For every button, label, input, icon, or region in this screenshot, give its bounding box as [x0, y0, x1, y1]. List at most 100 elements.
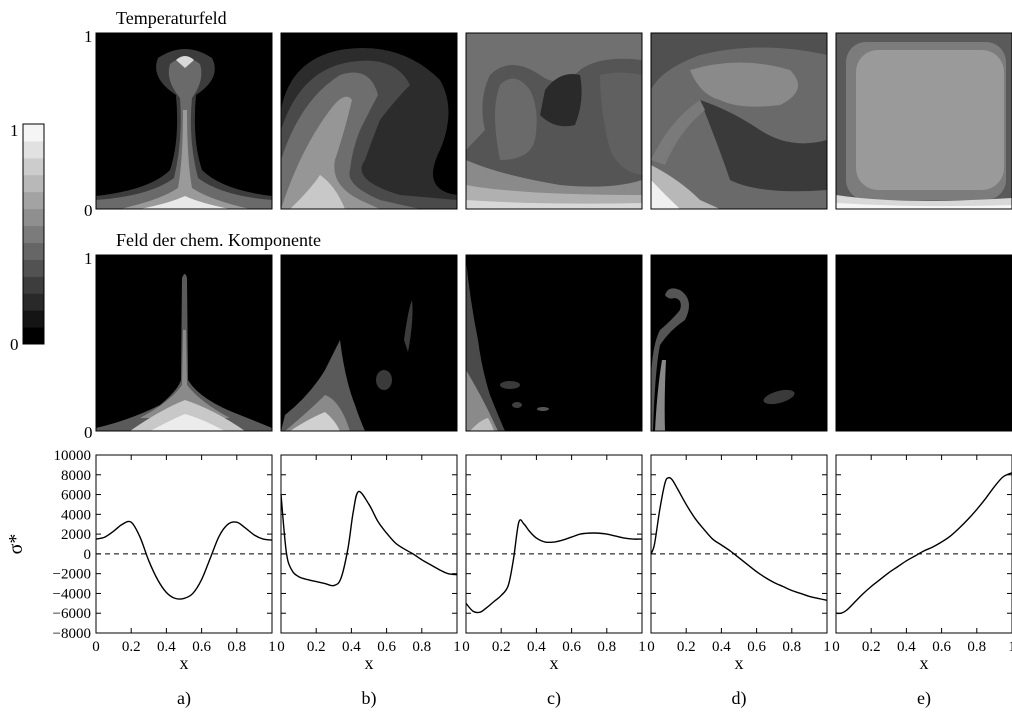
y-tick-label: 4000	[61, 507, 91, 523]
x-tick-label: 0.6	[747, 639, 766, 655]
plot-frame	[280, 454, 458, 634]
x-tick-label: 0.4	[527, 639, 546, 655]
x-tick-label: 0.8	[967, 639, 986, 655]
temperature-panel-c	[466, 33, 642, 209]
chemical-panel-b	[281, 255, 457, 431]
y-tick-label: 6000	[61, 488, 91, 504]
sigma-curve	[650, 476, 828, 602]
panel-label: b)	[362, 688, 377, 709]
x-tick-label: 0.6	[192, 639, 211, 655]
x-tick-label: 1	[268, 639, 276, 655]
x-tick-label: 0.2	[677, 639, 696, 655]
temperature-panel-d	[651, 33, 827, 209]
x-tick-label: 0.2	[122, 639, 141, 655]
colorbar	[22, 123, 45, 345]
temperature-field-title: Temperaturfeld	[116, 8, 227, 28]
x-tick-label: 0.2	[307, 639, 326, 655]
x-tick-label: 0.8	[227, 639, 246, 655]
plot-frame	[835, 454, 1012, 634]
colorbar-level	[23, 174, 44, 193]
x-tick-label: 1	[638, 639, 646, 655]
x-tick-label: 0.2	[492, 639, 511, 655]
panel-label: c)	[547, 688, 561, 709]
plot-frame	[465, 454, 643, 634]
colorbar-level	[23, 191, 44, 210]
sigma-curve	[465, 519, 643, 614]
chemical-panel-a	[96, 255, 272, 431]
line-panel-2: 0 0.2 0.4 0.6 0.8 1 x	[462, 454, 646, 673]
y-axis-label: σ*	[5, 534, 27, 555]
x-axis-label: x	[365, 653, 374, 673]
x-tick-label: 0	[832, 639, 840, 655]
panel-labels: a) b) c) d) e)	[177, 688, 931, 709]
x-tick-label: 0.4	[342, 639, 361, 655]
row1-ytick-bottom: 0	[84, 201, 93, 220]
panel-label: a)	[177, 688, 191, 709]
x-tick-label: 0.8	[597, 639, 616, 655]
plot-frame	[650, 454, 828, 634]
x-tick-label: 0.4	[157, 639, 176, 655]
x-tick-label: 0.8	[412, 639, 431, 655]
y-tick-label: −2000	[53, 567, 91, 583]
colorbar-frame	[22, 123, 45, 345]
x-tick-label: 0.6	[932, 639, 951, 655]
x-axis-label: x	[735, 653, 744, 673]
colorbar-level	[23, 259, 44, 277]
x-axis-label: x	[180, 653, 189, 673]
x-tick-label: 1	[1008, 639, 1012, 655]
y-tick-label: 8000	[61, 468, 91, 484]
x-tick-label: 1	[823, 639, 831, 655]
colorbar-level	[23, 242, 44, 260]
x-tick-label: 1	[453, 639, 461, 655]
sigma-curve	[280, 490, 458, 587]
y-tick-label: −6000	[53, 606, 91, 622]
chemical-panel-d	[651, 255, 827, 431]
temperature-panel-e	[836, 33, 1012, 209]
x-tick-label: 0.4	[712, 639, 731, 655]
x-tick-label: 0	[92, 639, 100, 655]
colorbar-level	[23, 225, 44, 243]
colorbar-bottom-label: 0	[10, 335, 19, 354]
x-tick-label: 0.4	[897, 639, 916, 655]
y-tick-label: 2000	[61, 527, 91, 543]
colorbar-level	[23, 310, 44, 328]
plot-frame	[95, 454, 273, 634]
x-tick-label: 0	[647, 639, 655, 655]
colorbar-level	[23, 157, 44, 176]
y-tick-label: −4000	[53, 586, 91, 602]
chemical-panel-e	[836, 255, 1012, 431]
line-panel-4: 0 0.2 0.4 0.6 0.8 1 x	[832, 454, 1012, 673]
x-tick-label: 0.6	[562, 639, 581, 655]
x-tick-label: 0	[277, 639, 285, 655]
panel-label: d)	[732, 688, 747, 709]
colorbar-level	[23, 124, 44, 142]
row1-ytick-top: 1	[84, 27, 93, 46]
line-panel-1: 0 0.2 0.4 0.6 0.8 1 x	[277, 454, 461, 673]
line-charts: 1000080006000400020000−2000−4000−6000−80…	[53, 448, 1012, 673]
row2-ytick-bottom: 0	[84, 423, 93, 442]
colorbar-level	[23, 293, 44, 311]
y-tick-label: 0	[84, 547, 92, 563]
x-tick-label: 0.8	[782, 639, 801, 655]
y-tick-label: −8000	[53, 626, 91, 642]
row2-ytick-top: 1	[84, 249, 93, 268]
x-tick-label: 0.6	[377, 639, 396, 655]
colorbar-top-label: 1	[10, 121, 19, 140]
line-panel-0: 10000 8000 6000 4000 2000 0 −2000 −4000 −6000 −80…	[53, 448, 276, 673]
sigma-curve	[95, 520, 273, 600]
temperature-panel-a	[96, 33, 272, 209]
colorbar-level	[23, 276, 44, 294]
line-panel-3: 0 0.2 0.4 0.6 0.8 1 x	[647, 454, 831, 673]
colorbar-level	[23, 208, 44, 227]
temperature-panel-b	[281, 33, 457, 209]
x-tick-label: 0	[462, 639, 470, 655]
x-axis-label: x	[550, 653, 559, 673]
sigma-curve	[835, 472, 1012, 615]
chemical-component-field-title: Feld der chem. Komponente	[116, 230, 321, 250]
colorbar-level	[23, 327, 44, 345]
x-axis-label: x	[920, 653, 929, 673]
panel-label: e)	[917, 688, 931, 709]
chemical-panel-c	[466, 255, 642, 431]
x-tick-label: 0.2	[862, 639, 881, 655]
